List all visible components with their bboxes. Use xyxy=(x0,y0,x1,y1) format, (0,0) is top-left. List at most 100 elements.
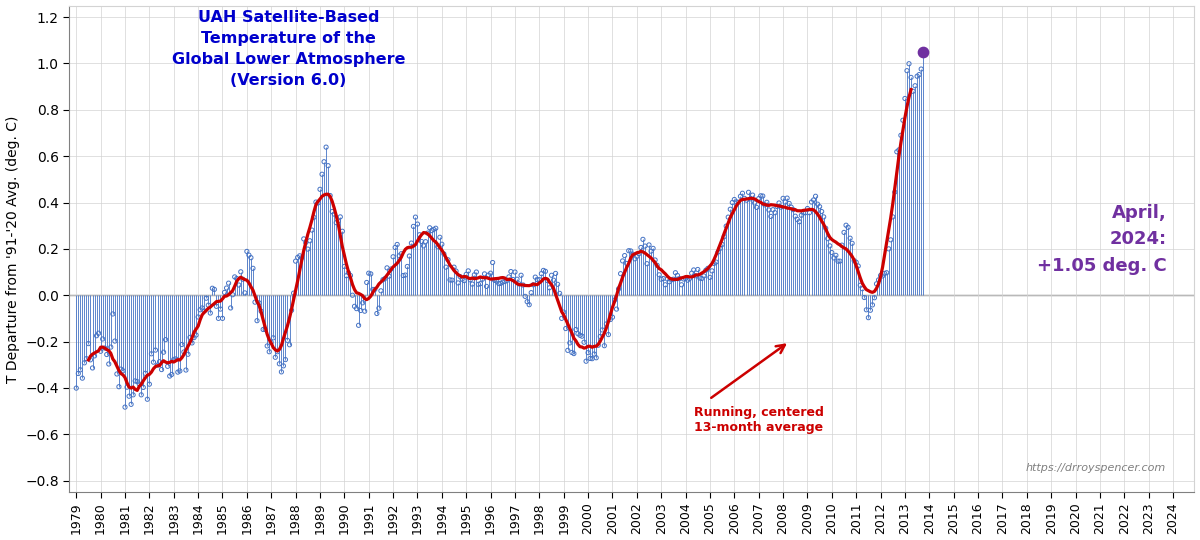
Point xyxy=(749,194,768,203)
Point xyxy=(688,265,707,274)
Point xyxy=(751,192,770,200)
Text: Running, centered
13-month average: Running, centered 13-month average xyxy=(695,407,824,434)
Point xyxy=(628,252,647,261)
Point xyxy=(341,271,360,280)
Point xyxy=(132,390,151,399)
Point xyxy=(444,263,463,272)
Point xyxy=(493,278,512,286)
Point xyxy=(209,314,228,323)
Point xyxy=(308,199,328,207)
Point xyxy=(755,200,774,209)
Point xyxy=(115,403,134,411)
Point xyxy=(347,305,366,313)
Point xyxy=(106,337,125,346)
Point xyxy=(205,285,224,294)
Point xyxy=(91,347,110,356)
Point xyxy=(290,252,310,260)
Point xyxy=(299,245,318,253)
Point xyxy=(268,347,287,356)
Point xyxy=(642,247,661,255)
Point xyxy=(270,360,289,368)
Point xyxy=(384,252,403,261)
Point xyxy=(312,170,331,179)
Point xyxy=(194,307,214,315)
Point xyxy=(769,199,788,207)
Point xyxy=(332,227,352,235)
Point xyxy=(113,367,132,375)
Point xyxy=(74,359,94,367)
Point xyxy=(434,249,454,258)
Point xyxy=(775,198,794,206)
Point xyxy=(690,274,709,282)
Point xyxy=(109,382,128,391)
Point xyxy=(376,274,395,283)
Point xyxy=(404,222,424,231)
Point xyxy=(733,189,752,198)
Point xyxy=(550,289,569,298)
Point xyxy=(526,273,545,281)
Point xyxy=(546,269,565,278)
Point xyxy=(827,251,846,260)
Point xyxy=(317,143,336,151)
Point xyxy=(793,208,812,217)
Point xyxy=(294,234,313,243)
Point xyxy=(440,275,460,284)
Point xyxy=(686,272,706,280)
Point xyxy=(682,269,701,278)
Point xyxy=(906,82,925,90)
Point xyxy=(359,269,378,278)
Point xyxy=(704,259,724,268)
Point xyxy=(400,252,419,260)
Point xyxy=(479,271,498,279)
Point xyxy=(887,147,906,156)
Point xyxy=(631,243,650,252)
Point xyxy=(596,320,616,328)
Point xyxy=(774,194,793,202)
Point xyxy=(367,309,386,318)
Point xyxy=(136,369,155,377)
Point xyxy=(396,271,415,279)
Point xyxy=(95,343,114,352)
Point xyxy=(450,272,469,281)
Point xyxy=(859,313,878,322)
Point xyxy=(173,340,192,349)
Point xyxy=(467,268,486,276)
Point xyxy=(343,291,362,300)
Point xyxy=(670,274,689,283)
Point xyxy=(422,226,442,235)
Point xyxy=(311,185,330,194)
Point xyxy=(695,272,714,280)
Point xyxy=(344,302,364,310)
Point xyxy=(280,340,299,349)
Point xyxy=(107,370,126,379)
Point xyxy=(364,285,383,294)
Point xyxy=(286,257,305,266)
Point xyxy=(625,254,644,263)
Point xyxy=(875,269,894,278)
Point xyxy=(414,241,433,250)
Point xyxy=(674,275,694,284)
Point xyxy=(412,237,431,246)
Point xyxy=(497,276,516,285)
Point xyxy=(796,208,815,217)
Point xyxy=(68,369,88,378)
Point xyxy=(160,372,179,380)
Point xyxy=(721,205,740,213)
Point xyxy=(410,231,430,239)
Point xyxy=(731,192,750,200)
Point xyxy=(649,271,668,279)
Point xyxy=(869,275,888,284)
Point xyxy=(846,258,865,267)
Point xyxy=(229,281,248,289)
Point xyxy=(100,360,119,368)
Point xyxy=(701,273,720,282)
Point xyxy=(792,211,811,220)
Point xyxy=(276,355,295,364)
Point xyxy=(666,268,685,277)
Point xyxy=(191,306,210,314)
Point xyxy=(522,288,541,297)
Point xyxy=(337,272,356,280)
Point xyxy=(146,346,166,354)
Point xyxy=(443,276,462,285)
Point xyxy=(613,256,632,265)
